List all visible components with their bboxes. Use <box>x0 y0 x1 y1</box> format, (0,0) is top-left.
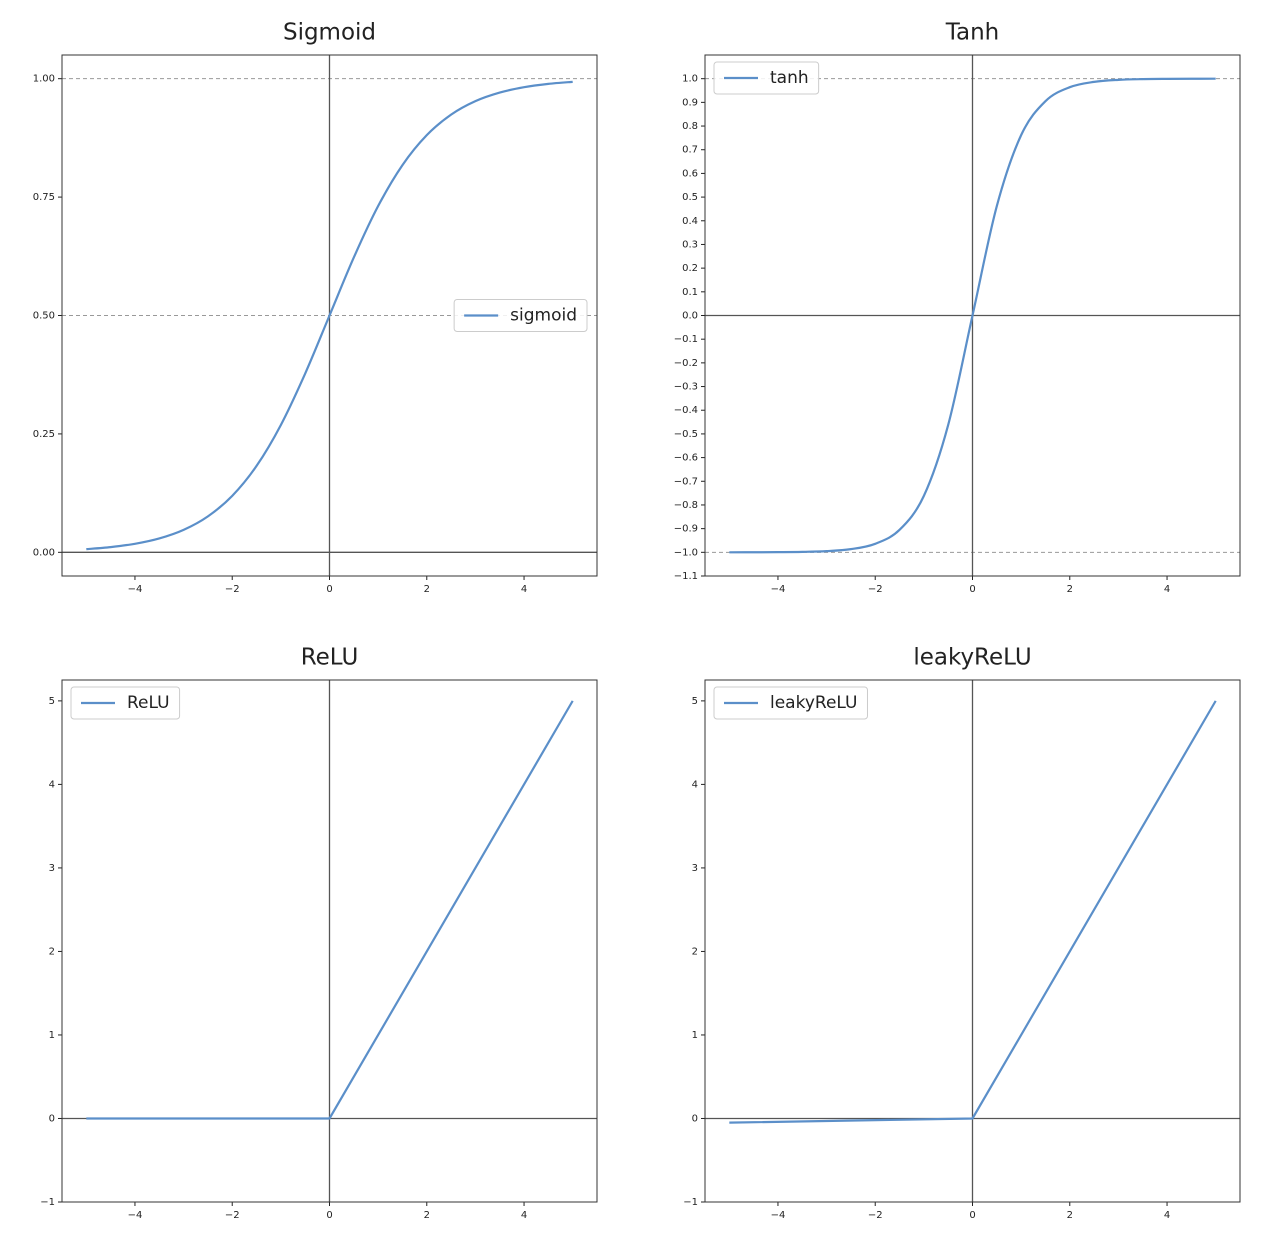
y-tick-label: 0.50 <box>33 311 55 322</box>
chart-title: ReLU <box>301 645 359 671</box>
y-tick-label: 1.00 <box>33 74 55 85</box>
y-tick-label: 0.25 <box>33 429 55 440</box>
y-tick-label: 0.75 <box>33 192 55 203</box>
series-line <box>86 80 573 551</box>
plot-frame <box>61 679 598 1203</box>
series-line <box>729 77 1216 554</box>
x-tick-label: 0 <box>969 1210 975 1221</box>
x-tick-label: 4 <box>521 584 527 595</box>
subplot: ReLU −4 −2 0 2 4 −1 0 1 2 3 4 5 ReLU <box>40 645 598 1221</box>
x-tick-label: −4 <box>771 584 786 595</box>
y-tick-label: −0.7 <box>674 476 698 487</box>
legend-box <box>453 299 588 332</box>
y-tick-label: 4 <box>692 779 698 790</box>
y-tick-label: 1 <box>692 1030 698 1041</box>
y-tick-label: 4 <box>49 779 55 790</box>
x-tick-label: −4 <box>771 1210 786 1221</box>
y-tick-label: −1 <box>683 1197 698 1208</box>
subplot: Sigmoid −4 −2 0 2 4 0.00 0.25 0.50 0.75 1.00 sigmoi… <box>33 20 598 595</box>
y-tick-label: 3 <box>49 863 55 874</box>
y-tick-label: −1 <box>40 1197 55 1208</box>
y-tick-label: −0.4 <box>674 405 698 416</box>
y-tick-label: 2 <box>49 946 55 957</box>
legend: sigmoid <box>453 299 588 332</box>
x-tick-label: 2 <box>424 584 430 595</box>
y-tick-label: 0.6 <box>682 168 698 179</box>
x-tick-label: −4 <box>128 1210 143 1221</box>
y-tick-label: 0.5 <box>682 192 698 203</box>
x-tick-label: −2 <box>225 1210 240 1221</box>
y-tick-label: 0.0 <box>682 311 698 322</box>
y-tick-label: 0.7 <box>682 145 698 156</box>
legend-label: leakyReLU <box>770 693 857 713</box>
y-tick-label: 3 <box>692 863 698 874</box>
series-line <box>729 700 1217 1124</box>
legend-label: sigmoid <box>510 306 577 326</box>
y-tick-label: −0.9 <box>674 524 698 535</box>
legend: tanh <box>713 61 820 95</box>
y-tick-label: 0.2 <box>682 263 698 274</box>
legend-box <box>70 686 181 720</box>
x-tick-label: 0 <box>969 584 975 595</box>
x-tick-label: 2 <box>1067 584 1073 595</box>
y-tick-label: 5 <box>692 696 698 707</box>
x-tick-label: −4 <box>128 584 143 595</box>
x-tick-label: 2 <box>424 1210 430 1221</box>
x-tick-label: −2 <box>868 1210 883 1221</box>
plot-frame <box>61 54 598 577</box>
x-tick-label: 2 <box>1067 1210 1073 1221</box>
x-tick-label: 0 <box>326 1210 332 1221</box>
y-tick-label: 0 <box>692 1113 698 1124</box>
y-tick-label: 1.0 <box>682 74 698 85</box>
y-tick-label: −1.1 <box>674 571 698 582</box>
chart-title: Sigmoid <box>283 20 376 46</box>
y-tick-label: −0.3 <box>674 382 698 393</box>
chart-title: Tanh <box>945 20 1000 46</box>
legend-label: tanh <box>770 68 809 88</box>
y-tick-label: 0.1 <box>682 287 698 298</box>
legend-box <box>713 686 868 720</box>
x-tick-label: 4 <box>1164 584 1170 595</box>
x-tick-label: 4 <box>521 1210 527 1221</box>
chart-title: leakyReLU <box>913 645 1031 671</box>
x-tick-label: −2 <box>868 584 883 595</box>
y-tick-label: −0.6 <box>674 453 698 464</box>
y-tick-label: −1.0 <box>674 547 698 558</box>
y-tick-label: −0.1 <box>674 334 698 345</box>
legend-box <box>713 61 820 95</box>
y-tick-label: −0.8 <box>674 500 698 511</box>
y-tick-label: 0.00 <box>33 547 55 558</box>
series-line <box>86 700 574 1120</box>
y-tick-label: 0 <box>49 1113 55 1124</box>
plot-frame <box>704 679 1241 1203</box>
y-tick-label: 0.9 <box>682 97 698 108</box>
x-tick-label: 0 <box>326 584 332 595</box>
subplot: leakyReLU −4 −2 0 2 4 −1 0 1 2 3 4 5 leakyReLU <box>683 645 1241 1221</box>
plot-frame <box>704 54 1241 577</box>
y-tick-label: 0.4 <box>682 216 698 227</box>
y-tick-label: 1 <box>49 1030 55 1041</box>
y-tick-label: 0.8 <box>682 121 698 132</box>
y-tick-label: −0.5 <box>674 429 698 440</box>
y-tick-label: 2 <box>692 946 698 957</box>
y-tick-label: −0.2 <box>674 358 698 369</box>
x-tick-label: 4 <box>1164 1210 1170 1221</box>
y-tick-label: 5 <box>49 696 55 707</box>
legend-label: ReLU <box>127 693 170 713</box>
legend: leakyReLU <box>713 686 868 720</box>
subplot: Tanh −4 −2 0 2 4 −1.1 −1.0 −0.9 −0.8 −0.7 −0.6 −0.5 −… <box>674 20 1241 595</box>
x-tick-label: −2 <box>225 584 240 595</box>
y-tick-label: 0.3 <box>682 239 698 250</box>
legend: ReLU <box>70 686 181 720</box>
